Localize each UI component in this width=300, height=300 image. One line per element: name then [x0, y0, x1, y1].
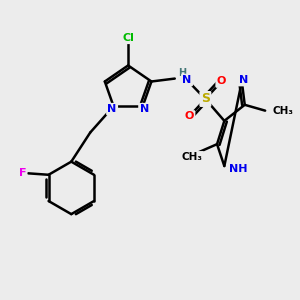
- Text: N: N: [239, 75, 248, 85]
- Text: O: O: [185, 112, 194, 122]
- Text: N: N: [140, 104, 149, 114]
- Text: O: O: [217, 76, 226, 86]
- Text: N: N: [182, 75, 192, 85]
- Text: F: F: [19, 168, 26, 178]
- Text: Cl: Cl: [122, 33, 134, 43]
- Text: H: H: [178, 68, 186, 78]
- Text: N: N: [107, 104, 117, 114]
- Text: NH: NH: [229, 164, 247, 174]
- Text: CH₃: CH₃: [182, 152, 203, 162]
- Text: S: S: [201, 92, 210, 106]
- Text: CH₃: CH₃: [272, 106, 293, 116]
